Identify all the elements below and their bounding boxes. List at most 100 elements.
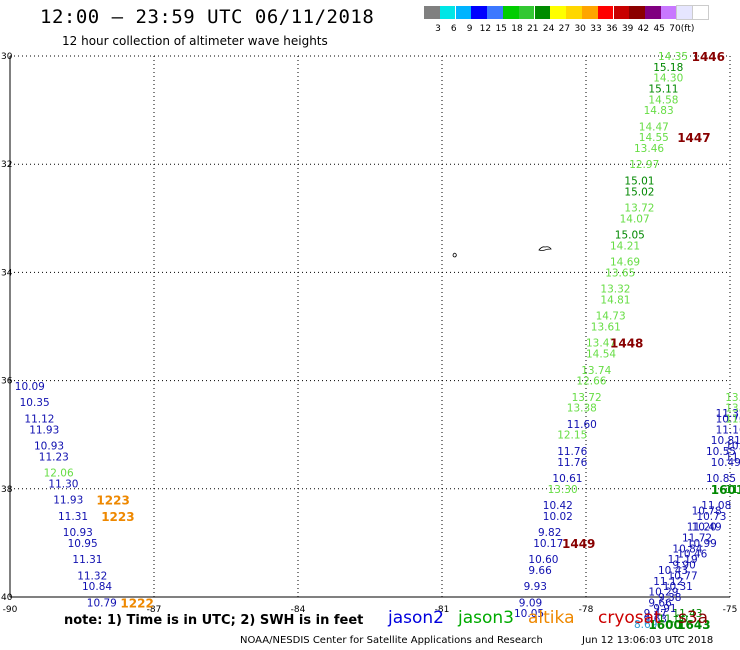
axis-labels: -90 -87 -84 -81 -78 -75 30 32 34 36 38 40 (1, 52, 737, 615)
wave-height-label: 9.66 (528, 565, 552, 577)
wave-height-label: 10.93 (63, 527, 93, 539)
wave-height-label: 11.60 (725, 484, 740, 496)
scale-tick-label: 36 (606, 24, 618, 34)
wave-height-label: 15.11 (648, 83, 678, 95)
color-swatch (613, 6, 630, 19)
wave-height-label: 11.60 (567, 419, 597, 431)
wave-height-label: 13.38 (567, 403, 597, 415)
wave-height-label: 10.73 (696, 511, 726, 523)
wave-height-label: 10.84 (82, 581, 112, 593)
wave-height-label: 10.29 (648, 587, 678, 599)
scale-tick-label: 33 (590, 24, 602, 34)
wave-height-label: 13.47 (586, 338, 616, 350)
legend-item-altika: altika (528, 608, 575, 628)
legend-item-jason3: jason3 (458, 608, 514, 628)
wave-height-label: 10.70 (716, 413, 740, 425)
wave-height-label: 13.46 (634, 143, 664, 155)
longitude-label: -78 (579, 605, 594, 615)
color-swatch (582, 6, 598, 19)
wave-height-label: 10.49 (711, 457, 740, 469)
wave-height-label: 14.30 (653, 73, 683, 85)
wave-height-label: 14.69 (610, 257, 640, 269)
wave-height-label: 10.05 (514, 608, 544, 620)
wave-height-label: 11.76 (557, 457, 587, 469)
wave-height-label: 10.95 (68, 538, 98, 550)
wave-height-label: 11.93 (29, 424, 59, 436)
color-swatch (534, 6, 551, 19)
pass-time-label: 1223 (101, 510, 134, 524)
color-swatch (424, 6, 440, 19)
wave-height-label: 11.3 (725, 413, 740, 425)
wave-height-label: 13.30 (548, 484, 578, 496)
wave-height-label: 14.55 (639, 132, 669, 144)
color-swatch (629, 6, 645, 19)
latitude-label: 34 (1, 268, 13, 278)
wave-height-label: 11.00 (658, 614, 688, 626)
wave-height-label: 11.08 (701, 500, 731, 512)
island-shape (538, 246, 552, 251)
wave-height-label: 14.83 (644, 105, 674, 117)
wave-height-label: 13.61 (591, 322, 621, 334)
wave-height-label: 14.07 (620, 213, 650, 225)
wave-height-label: 13.65 (605, 267, 635, 279)
wave-height-label: 13.74 (581, 365, 611, 377)
wave-height-label: 10.35 (20, 397, 50, 409)
color-swatch (661, 6, 677, 19)
scale-tick-label: 9 (466, 24, 473, 34)
wave-height-label: 11.12 (24, 413, 54, 425)
wave-height-label: 11.32 (77, 570, 107, 582)
wave-height-label: 12.15 (557, 430, 587, 442)
wave-height-label: 10.02 (543, 511, 573, 523)
pass-time-label: 1448 (610, 337, 643, 351)
wave-height-label: 10.31 (663, 581, 693, 593)
latitude-label: 32 (1, 160, 12, 170)
latitude-label: 40 (1, 593, 13, 603)
wave-height-label: 10.55 (706, 446, 736, 458)
wave-height-label: 9.90 (672, 560, 695, 572)
map-subtitle: 12 hour collection of altimeter wave hei… (62, 34, 328, 48)
wave-height-label: 13.32 (600, 284, 630, 296)
wave-height-label: 15.05 (615, 230, 645, 242)
color-swatch (503, 6, 519, 19)
units-note: note: 1) Time is in UTC; 2) SWH is in fe… (64, 613, 364, 628)
scale-tick-label: 39 (621, 24, 634, 34)
wave-height-label: 10.78 (692, 505, 722, 517)
wave-height-label: 11.72 (682, 532, 712, 544)
wave-height-label: 9.47 (644, 608, 667, 620)
color-swatch (675, 5, 694, 20)
map-title: 12:00 – 23:59 UTC 06/11/2018 (40, 6, 375, 28)
coastline-islands (452, 246, 552, 258)
scale-tick-label: 6 (450, 24, 457, 34)
legend-item-cryosat: cryosat (598, 608, 661, 628)
generated-timestamp: Jun 12 13:06:03 UTC 2018 (582, 635, 714, 646)
color-swatch (597, 6, 614, 19)
wave-height-label: 11.23 (39, 451, 69, 463)
color-swatch (439, 6, 456, 19)
lat-lon-grid (9, 55, 731, 598)
wave-height-label: 8.69 (634, 619, 657, 631)
wave-height-label: 10.42 (543, 500, 573, 512)
credit-text: NOAA/NESDIS Center for Satellite Applica… (240, 635, 543, 646)
latitude-label: 30 (1, 52, 13, 62)
wave-height-label: 11.20 (687, 522, 717, 534)
pass-time-label: 1643 (677, 618, 710, 632)
legend-item-jason2: jason2 (388, 608, 444, 628)
color-swatch (645, 6, 661, 19)
scale-tick-label: 70 (669, 24, 681, 34)
wave-height-label: 14.21 (610, 240, 640, 252)
wave-height-label: 10.57 (725, 441, 740, 453)
scale-tick-label: 42 (637, 24, 650, 34)
wave-height-label: 15.01 (624, 175, 654, 187)
wave-height-label: 11.02 (725, 451, 740, 463)
longitude-label: -87 (147, 605, 162, 615)
wave-height-label: 10.81 (711, 435, 740, 447)
latitude-label: 36 (1, 377, 13, 387)
scale-tick-label: 45 (653, 24, 665, 34)
color-swatch (455, 6, 472, 19)
wave-height-label: 12.97 (629, 159, 659, 171)
wave-height-label: 11.76 (557, 446, 587, 458)
wave-height-label: 10.09 (15, 381, 45, 393)
